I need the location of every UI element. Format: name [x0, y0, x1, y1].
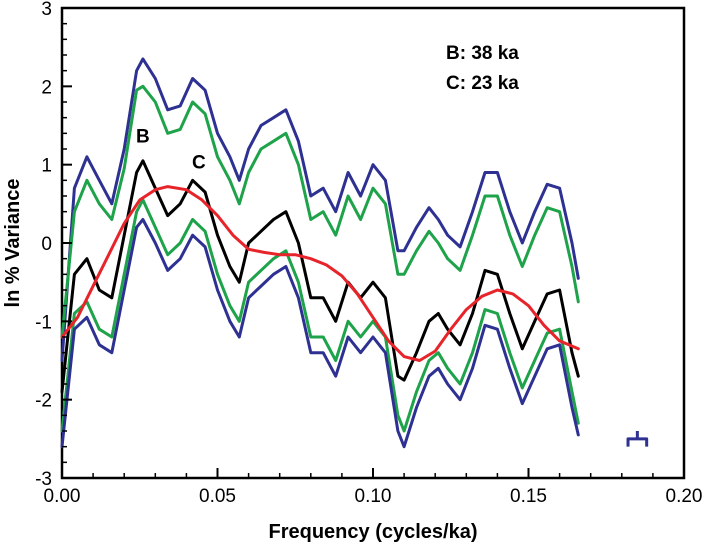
x-tick-label: 0.15 [510, 486, 547, 507]
legend-line-c: C: 23 ka [446, 73, 519, 94]
series-line-2 [60, 84, 580, 339]
y-tick-label: 2 [41, 77, 52, 98]
x-tick-label: 0.10 [355, 486, 392, 507]
y-tick-label: 0 [41, 234, 52, 255]
x-tick-label: 0.20 [666, 486, 703, 507]
peak-label-b: B [136, 127, 150, 148]
y-tick-label: -2 [35, 391, 52, 412]
y-tick-label: 3 [41, 0, 52, 20]
bandwidth-marker [626, 431, 649, 447]
x-tick-label: 0.05 [199, 486, 236, 507]
series-lines [60, 57, 580, 449]
series-line-6 [60, 185, 580, 362]
series-line-3 [60, 159, 580, 394]
y-ticks: -3 -2 -1 0 1 2 3 [35, 0, 72, 490]
series-line-1 [60, 57, 580, 362]
y-axis-title: ln % Variance [2, 179, 24, 308]
y-tick-label: -3 [35, 469, 52, 490]
series-line-5 [60, 218, 580, 449]
legend-line-b: B: 38 ka [446, 43, 519, 64]
y-tick-label: -1 [35, 312, 52, 333]
peak-label-c: C [192, 153, 206, 174]
x-ticks: 0.00 0.05 0.10 0.15 0.20 [44, 468, 703, 507]
y-tick-label: 1 [41, 156, 52, 177]
x-axis-title: Frequency (cycles/ka) [269, 521, 478, 543]
series-line-4 [60, 198, 580, 433]
x-tick-label: 0.00 [44, 486, 81, 507]
